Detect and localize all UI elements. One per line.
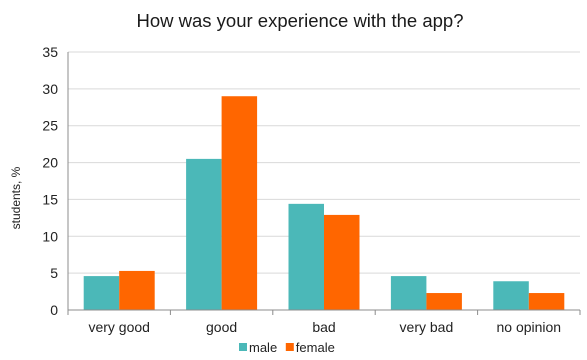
x-category-label: bad (312, 319, 335, 335)
x-category-label: good (206, 319, 237, 335)
bars (83, 96, 565, 310)
legend-label-male: male (249, 340, 277, 355)
x-category-label: very bad (400, 319, 454, 335)
legend-label-female: female (296, 340, 335, 355)
y-tick-label: 25 (42, 118, 58, 134)
x-category-label: very good (88, 319, 149, 335)
y-tick-label: 20 (42, 155, 58, 171)
legend-swatch-female (285, 343, 294, 351)
bar-male-no-opinion (493, 281, 529, 310)
chart-title: How was your experience with the app? (136, 10, 463, 31)
bar-male-good (186, 158, 222, 310)
y-tick-labels: 0 5 10 15 20 25 30 35 (42, 44, 58, 318)
y-tick-label: 15 (42, 191, 58, 207)
legend: male female (239, 340, 335, 355)
y-tick-label: 35 (42, 44, 58, 60)
x-category-labels: very good good bad very bad no opinion (88, 319, 561, 335)
bar-male-very-good (83, 276, 120, 310)
bar-female-good (221, 96, 258, 310)
bar-female-no-opinion (528, 293, 565, 310)
y-tick-label: 5 (50, 265, 58, 281)
y-tick-label: 30 (42, 81, 58, 97)
y-tick-label: 10 (42, 228, 58, 244)
legend-swatch-male (239, 343, 247, 351)
bar-male-bad (288, 203, 324, 310)
axes (67, 52, 581, 315)
x-category-label: no opinion (496, 319, 561, 335)
bar-female-very-bad (426, 293, 462, 310)
gridlines (68, 51, 580, 274)
y-axis-label: students, % (9, 166, 23, 229)
y-tick-label: 0 (50, 302, 58, 318)
bar-male-very-bad (390, 276, 427, 310)
bar-female-very-good (119, 270, 155, 310)
bar-female-bad (324, 214, 360, 310)
